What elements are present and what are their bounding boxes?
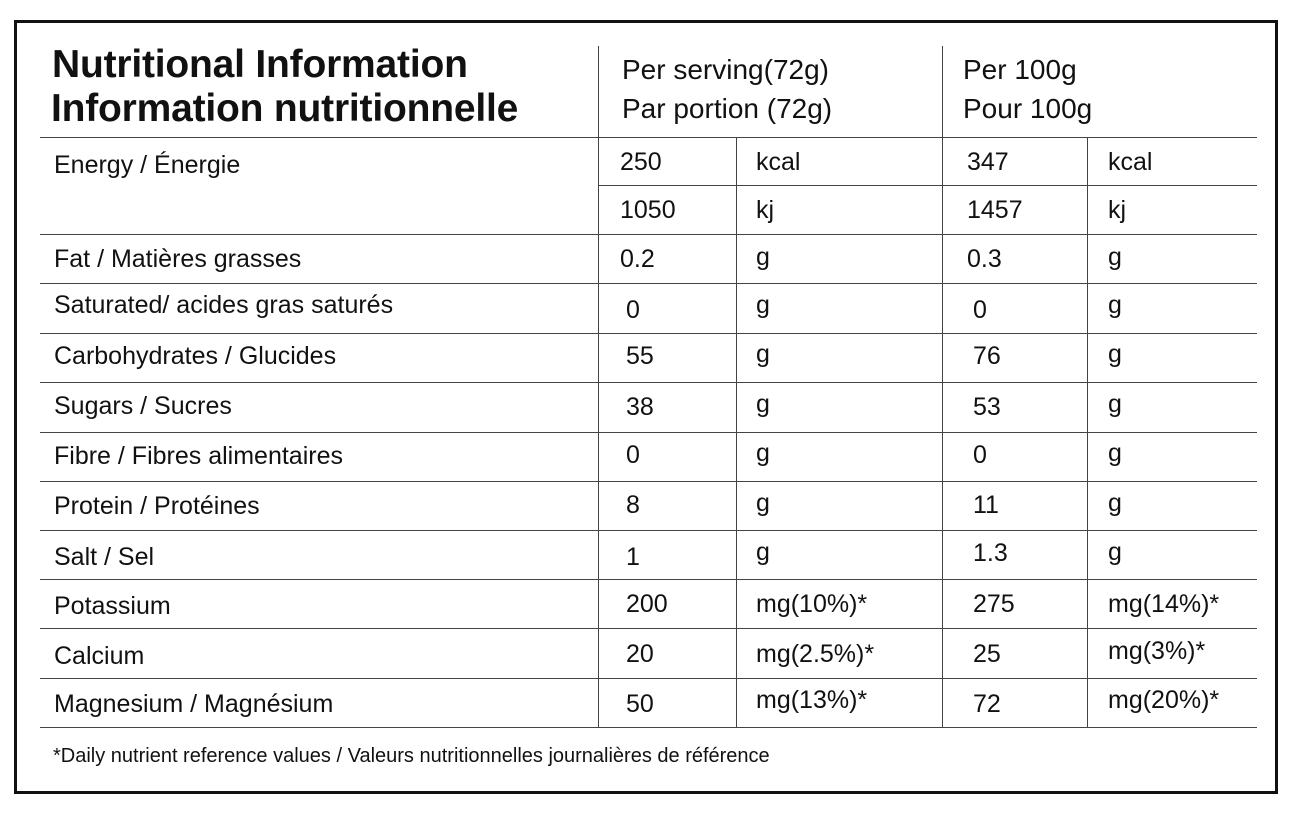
protein-unit: g <box>756 489 770 517</box>
fat-unit: g <box>756 243 770 271</box>
energy-kj-serving: 1050 <box>620 196 676 224</box>
salt-per100: 1.3 <box>973 539 1008 567</box>
divider-horizontal <box>40 579 1257 580</box>
energy-kj-per100: 1457 <box>967 196 1023 224</box>
energy-kcal-unit-per100: kcal <box>1108 148 1153 176</box>
saturated-serving: 0 <box>626 296 640 324</box>
divider-horizontal <box>40 283 1257 284</box>
nutrient-label-calcium: Calcium <box>54 642 145 670</box>
potassium-unit-per100: mg(14%)* <box>1108 590 1220 618</box>
divider-horizontal <box>40 530 1257 531</box>
calcium-per100: 25 <box>973 640 1001 668</box>
magnesium-unit-per100: mg(20%)* <box>1108 686 1220 714</box>
saturated-unit: g <box>756 291 770 319</box>
carbohydrates-per100: 76 <box>973 342 1001 370</box>
divider-horizontal <box>40 432 1257 433</box>
nutrient-label-potassium: Potassium <box>54 592 171 620</box>
nutrient-label-energy: Energy / Énergie <box>54 151 241 179</box>
fat-unit-per100: g <box>1108 243 1122 271</box>
magnesium-unit: mg(13%)* <box>756 686 868 714</box>
nutrient-label-magnesium: Magnesium / Magnésium <box>54 690 334 718</box>
potassium-unit: mg(10%)* <box>756 590 868 618</box>
nutrient-label-saturated: Saturated/ acides gras saturés <box>54 291 394 319</box>
sugars-unit: g <box>756 390 770 418</box>
divider-vertical <box>942 46 943 727</box>
magnesium-per100: 72 <box>973 690 1001 718</box>
energy-kj-unit: kj <box>756 196 775 224</box>
sugars-unit-per100: g <box>1108 390 1122 418</box>
calcium-unit-per100: mg(3%)* <box>1108 637 1206 665</box>
divider-horizontal <box>40 333 1257 334</box>
protein-serving: 8 <box>626 491 640 519</box>
fat-serving: 0.2 <box>620 245 655 273</box>
fibre-per100: 0 <box>973 441 987 469</box>
title-english: Nutritional Information <box>52 43 468 86</box>
protein-unit-per100: g <box>1108 489 1122 517</box>
divider-horizontal <box>40 678 1257 679</box>
fibre-unit: g <box>756 439 770 467</box>
nutrient-label-protein: Protein / Protéines <box>54 492 260 520</box>
saturated-unit-per100: g <box>1108 291 1122 319</box>
sugars-serving: 38 <box>626 393 654 421</box>
column-header-per-serving: Per serving(72g) <box>622 54 829 85</box>
divider-horizontal <box>40 382 1257 383</box>
footnote: *Daily nutrient reference values / Valeu… <box>53 745 770 767</box>
nutrient-label-salt: Salt / Sel <box>54 543 155 571</box>
divider-horizontal <box>40 727 1257 728</box>
salt-unit-per100: g <box>1108 538 1122 566</box>
column-header-per-100g: Per 100g <box>963 54 1077 85</box>
calcium-serving: 20 <box>626 640 654 668</box>
title-french: Information nutritionnelle <box>51 87 519 130</box>
column-header-pour-100g: Pour 100g <box>963 93 1093 124</box>
divider-horizontal <box>40 137 1257 138</box>
fibre-unit-per100: g <box>1108 439 1122 467</box>
salt-unit: g <box>756 538 770 566</box>
salt-serving: 1 <box>626 543 640 571</box>
fibre-serving: 0 <box>626 441 640 469</box>
calcium-unit: mg(2.5%)* <box>756 640 875 668</box>
divider-horizontal <box>40 628 1257 629</box>
magnesium-serving: 50 <box>626 690 654 718</box>
divider-vertical <box>598 46 599 727</box>
divider-horizontal <box>598 185 1257 186</box>
nutrient-label-sugars: Sugars / Sucres <box>54 392 232 420</box>
column-header-par-portion: Par portion (72g) <box>622 93 833 124</box>
energy-kcal-per100: 347 <box>967 148 1009 176</box>
saturated-per100: 0 <box>973 296 987 324</box>
divider-horizontal <box>40 234 1257 235</box>
energy-kcal-unit: kcal <box>756 148 801 176</box>
protein-per100: 11 <box>973 491 999 519</box>
nutrient-label-carbohydrates: Carbohydrates / Glucides <box>54 342 337 370</box>
carbohydrates-unit: g <box>756 340 770 368</box>
energy-kcal-serving: 250 <box>620 148 662 176</box>
divider-horizontal <box>40 481 1257 482</box>
nutrient-label-fibre: Fibre / Fibres alimentaires <box>54 442 343 470</box>
nutrient-label-fat: Fat / Matières grasses <box>54 245 302 273</box>
carbohydrates-unit-per100: g <box>1108 340 1122 368</box>
sugars-per100: 53 <box>973 393 1001 421</box>
fat-per100: 0.3 <box>967 245 1002 273</box>
potassium-per100: 275 <box>973 590 1015 618</box>
potassium-serving: 200 <box>626 590 668 618</box>
energy-kj-unit-per100: kj <box>1108 196 1127 224</box>
label-border <box>14 20 1278 794</box>
carbohydrates-serving: 55 <box>626 342 654 370</box>
